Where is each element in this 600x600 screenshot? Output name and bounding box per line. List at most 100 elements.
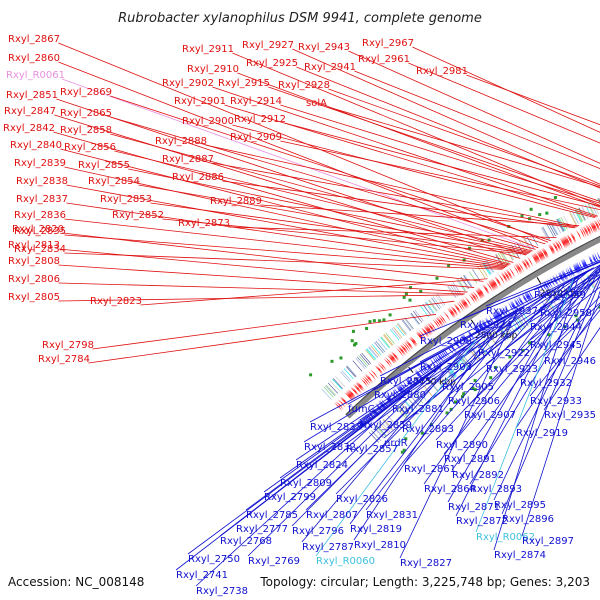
leader-line [485, 259, 600, 307]
feature-block [425, 301, 435, 314]
gene-arrow [399, 344, 408, 355]
gene-arrow [404, 377, 413, 388]
feature-block [541, 301, 550, 314]
leader-line [315, 339, 477, 557]
gene-arrow [473, 325, 481, 336]
gene-label: Rxyl_2832 [304, 442, 356, 453]
feature-block [368, 347, 378, 359]
gene-arrow [379, 361, 387, 372]
leader-line [353, 326, 496, 541]
gc-mark [372, 319, 376, 323]
gene-arrow [409, 336, 418, 347]
gene-label: Rxyl_2944 [530, 322, 582, 333]
gene-arrow [438, 351, 446, 361]
gene-arrow [456, 301, 464, 312]
gene-arrow [497, 309, 504, 320]
leader-line [379, 267, 595, 377]
gene-label: Rxyl_2959 [534, 290, 586, 301]
gene-label: Rxyl_2777 [236, 524, 288, 535]
gene-arrow [397, 346, 406, 356]
feature-block [460, 276, 470, 289]
gene-arrow [552, 275, 559, 286]
feature-block [370, 345, 380, 357]
feature-block [457, 279, 466, 291]
leader-line [419, 261, 600, 337]
gene-arrow [513, 298, 521, 309]
feature-block [499, 327, 509, 340]
gene-arrow [598, 218, 600, 222]
leader-line [62, 232, 484, 282]
leader-line [162, 218, 528, 255]
gene-arrow [353, 384, 362, 393]
feature-block [447, 365, 457, 377]
feature-block [428, 299, 437, 312]
gc-mark [462, 392, 466, 396]
gc-mark [538, 213, 542, 217]
gc-mark [429, 423, 433, 427]
gene-arrow [526, 290, 533, 302]
gene-arrow [562, 236, 568, 248]
gene-arrow [425, 361, 433, 371]
feature-block [407, 397, 417, 409]
leader-line [348, 50, 600, 164]
gene-label: Rxyl_2915 [218, 78, 270, 89]
leader-line [443, 265, 600, 455]
gene-label: Rxyl_2768 [220, 536, 272, 547]
gene-label: Rxyl_2847 [4, 106, 56, 117]
gene-label: Rxyl_2906 [448, 396, 500, 407]
gene-arrow [583, 225, 590, 237]
gc-mark [493, 365, 497, 369]
gene-arrow [461, 298, 469, 309]
gene-arrow [490, 279, 497, 290]
gene-arrow [424, 325, 433, 335]
gc-mark [368, 320, 372, 324]
backbone-arc [346, 236, 600, 419]
gene-label: Rxyl_2885 [380, 376, 432, 387]
summary-label: Topology: circular; Length: 3,225,748 bp… [259, 575, 590, 589]
gene-label: Rxyl_2873 [178, 218, 230, 229]
gene-label: Rxyl_2840 [10, 140, 62, 151]
leader-line [64, 218, 506, 268]
gene-arrow [468, 293, 476, 304]
gene-label: Rxyl_2914 [230, 96, 282, 107]
gene-arrow [576, 262, 582, 273]
feature-block [365, 349, 375, 361]
gene-arrow [514, 264, 521, 275]
gene-label: Rxyl_R0062 [476, 532, 535, 543]
gene-arrow [448, 307, 456, 318]
feature-block [390, 329, 400, 341]
leader-line [58, 294, 464, 302]
leader-line [529, 309, 600, 397]
gene-arrow [435, 317, 443, 327]
gene-arrow [532, 253, 539, 264]
gene-label: Rxyl_2826 [336, 494, 388, 505]
feature-block [446, 365, 456, 378]
gc-mark [598, 305, 600, 309]
gene-arrow [427, 322, 436, 333]
gene-label: Rxyl_2943 [298, 42, 350, 53]
gene-arrow [563, 235, 570, 247]
gene-arrow [350, 386, 359, 396]
gene-arrow [543, 280, 550, 292]
gene-label: Rxyl_2889 [210, 196, 262, 207]
gene-arrow [561, 270, 568, 281]
gene-label: Rxyl_2827 [400, 558, 452, 569]
gene-arrow [513, 265, 520, 276]
feature-block [355, 357, 366, 369]
gene-arrow [494, 276, 501, 287]
feature-block [352, 360, 363, 372]
gc-mark [508, 355, 512, 359]
feature-block [383, 334, 394, 346]
gene-label: Rxyl_2902 [162, 78, 214, 89]
gc-mark [449, 407, 453, 411]
gc-mark [408, 298, 412, 302]
gene-arrow [355, 382, 364, 392]
gene-arrow [518, 295, 525, 306]
gene-arrow [470, 292, 477, 303]
leader-line [66, 184, 508, 267]
leader-line [335, 312, 516, 495]
gene-label: Rxyl_2932 [520, 378, 572, 389]
tick-mark [536, 277, 542, 284]
gene-arrow [534, 252, 541, 263]
gene-label: Rxyl_2919 [516, 428, 568, 439]
